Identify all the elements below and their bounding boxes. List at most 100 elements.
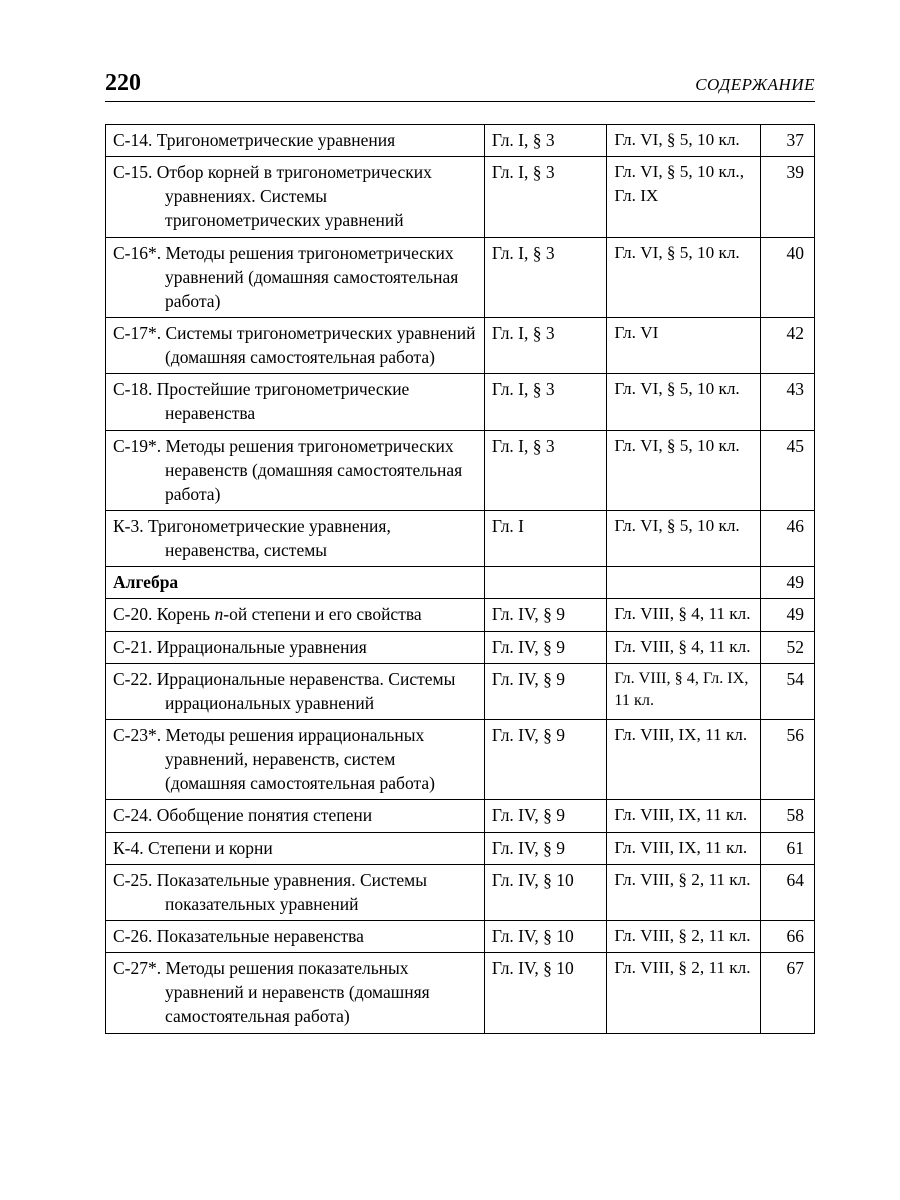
topic-code: С-15. [113,162,152,182]
topic-text: Обобщение понятия степени [157,805,372,825]
page-container: 220 СОДЕРЖАНИЕ С-14. Тригонометрические … [0,0,900,1094]
contents-table: С-14. Тригонометрические уравненияГл. I,… [105,124,815,1034]
table-row: С-19*. Методы решения тригонометрических… [106,430,815,510]
topic-wrap: К-4. Степени и корни [113,836,477,860]
topic-cell: С-17*. Системы тригонометрических уравне… [106,317,485,373]
ref1-cell: Гл. I [484,510,606,566]
topic-cell: С-20. Корень n-ой степени и его свойства [106,599,485,631]
topic-cell: С-14. Тригонометрические уравнения [106,125,485,157]
ref1-cell: Гл. I, § 3 [484,157,606,237]
ref1-cell: Гл. IV, § 9 [484,832,606,864]
ref1-cell [484,567,606,599]
topic-wrap: С-23*. Методы решения иррациональных ура… [113,723,477,795]
ref1-cell: Гл. IV, § 10 [484,864,606,920]
topic-text: Показательные неравенства [157,926,364,946]
ref2-cell: Гл. VIII, § 4, 11 кл. [607,599,761,631]
topic-cell: С-25. Показательные уравнения. Системы п… [106,864,485,920]
topic-code: С-21. [113,637,152,657]
header-title: СОДЕРЖАНИЕ [695,75,815,95]
topic-wrap: С-17*. Системы тригонометрических уравне… [113,321,477,369]
topic-wrap: С-18. Простейшие тригонометрические нера… [113,377,477,425]
topic-text: Методы решения тригонометрических уравне… [165,243,458,311]
topic-code: С-23*. [113,725,161,745]
table-row: К-4. Степени и корни Гл. IV, § 9Гл. VIII,… [106,832,815,864]
ref2-cell: Гл. VI, § 5, 10 кл. [607,430,761,510]
ref1-cell: Гл. I, § 3 [484,237,606,317]
topic-text: Иррациональные неравенства. Системы ирра… [157,669,456,713]
ref1-cell: Гл. IV, § 9 [484,599,606,631]
topic-text: Отбор корней в тригонометрических уравне… [157,162,432,230]
table-row: С-26. Показательные неравенстваГл. IV, §… [106,920,815,952]
topic-text: Степени и корни [148,838,273,858]
topic-text: Иррациональные уравнения [157,637,367,657]
ref2-cell: Гл. VI, § 5, 10 кл. [607,510,761,566]
topic-text: Простейшие тригонометрические неравенств… [157,379,410,423]
page-cell: 40 [761,237,815,317]
ref2-cell: Гл. VIII, § 4, Гл. IX, 11 кл. [607,663,761,719]
topic-cell: С-18. Простейшие тригонометрические нера… [106,374,485,430]
topic-cell: С-26. Показательные неравенства [106,920,485,952]
page-cell: 66 [761,920,815,952]
topic-text: Методы решения показательных уравнений и… [165,958,430,1026]
topic-cell: С-19*. Методы решения тригонометрических… [106,430,485,510]
topic-code: С-20. [113,604,152,624]
topic-cell: С-15. Отбор корней в тригонометрических … [106,157,485,237]
topic-text: Показательные уравнения. Системы показат… [157,870,427,914]
topic-code: К-4. [113,838,144,858]
ref1-cell: Гл. I, § 3 [484,317,606,373]
page-cell: 43 [761,374,815,430]
ref1-cell: Гл. IV, § 9 [484,631,606,663]
page-cell: 39 [761,157,815,237]
ref1-cell: Гл. I, § 3 [484,125,606,157]
page-cell: 46 [761,510,815,566]
topic-code: К-3. [113,516,144,536]
topic-text: Системы тригонометрических уравнений (до… [165,323,476,367]
ref2-cell: Гл. VI, § 5, 10 кл. [607,237,761,317]
topic-wrap: С-20. Корень n-ой степени и его свойства [113,602,477,626]
table-row: С-24. Обобщение понятия степениГл. IV, §… [106,800,815,832]
table-row: С-14. Тригонометрические уравненияГл. I,… [106,125,815,157]
table-row: С-16*. Методы решения тригонометрических… [106,237,815,317]
topic-text: Корень n-ой степени и его свойства [157,604,422,624]
page-cell: 49 [761,599,815,631]
topic-cell: К-4. Степени и корни [106,832,485,864]
topic-wrap: С-16*. Методы решения тригонометрических… [113,241,477,313]
table-row: С-22. Иррациональные неравенства. Систем… [106,663,815,719]
topic-wrap: С-25. Показательные уравнения. Системы п… [113,868,477,916]
ref1-cell: Гл. I, § 3 [484,430,606,510]
topic-text: Тригонометрические уравнения [157,130,395,150]
table-row: Алгебра 49 [106,567,815,599]
topic-text: Методы решения тригонометрических нераве… [165,436,462,504]
page-cell: 49 [761,567,815,599]
section-title: Алгебра [113,572,178,592]
ref2-cell: Гл. VIII, IX, 11 кл. [607,800,761,832]
ref1-cell: Гл. IV, § 9 [484,719,606,799]
page-cell: 67 [761,953,815,1033]
ref1-cell: Гл. I, § 3 [484,374,606,430]
page-cell: 58 [761,800,815,832]
ref2-cell [607,567,761,599]
page-cell: 52 [761,631,815,663]
topic-wrap: С-15. Отбор корней в тригонометрических … [113,160,477,232]
table-row: С-15. Отбор корней в тригонометрических … [106,157,815,237]
page-cell: 61 [761,832,815,864]
topic-wrap: С-19*. Методы решения тригонометрических… [113,434,477,506]
page-cell: 56 [761,719,815,799]
ref2-cell: Гл. VIII, IX, 11 кл. [607,832,761,864]
topic-code: С-22. [113,669,152,689]
table-row: С-18. Простейшие тригонометрические нера… [106,374,815,430]
topic-text: Тригонометрические уравнения, неравенств… [148,516,391,560]
ref2-cell: Гл. VI, § 5, 10 кл. [607,125,761,157]
ref2-cell: Гл. VI, § 5, 10 кл. [607,374,761,430]
topic-wrap: С-22. Иррациональные неравенства. Систем… [113,667,477,715]
ref2-cell: Гл. VIII, § 2, 11 кл. [607,864,761,920]
topic-code: С-16*. [113,243,161,263]
topic-text: Методы решения иррациональных уравнений,… [165,725,435,793]
topic-cell: С-22. Иррациональные неравенства. Систем… [106,663,485,719]
topic-wrap: С-26. Показательные неравенства [113,924,477,948]
topic-cell: С-23*. Методы решения иррациональных ура… [106,719,485,799]
topic-code: С-25. [113,870,152,890]
topic-cell: С-16*. Методы решения тригонометрических… [106,237,485,317]
table-row: С-20. Корень n-ой степени и его свойства… [106,599,815,631]
ref2-cell: Гл. VIII, IX, 11 кл. [607,719,761,799]
